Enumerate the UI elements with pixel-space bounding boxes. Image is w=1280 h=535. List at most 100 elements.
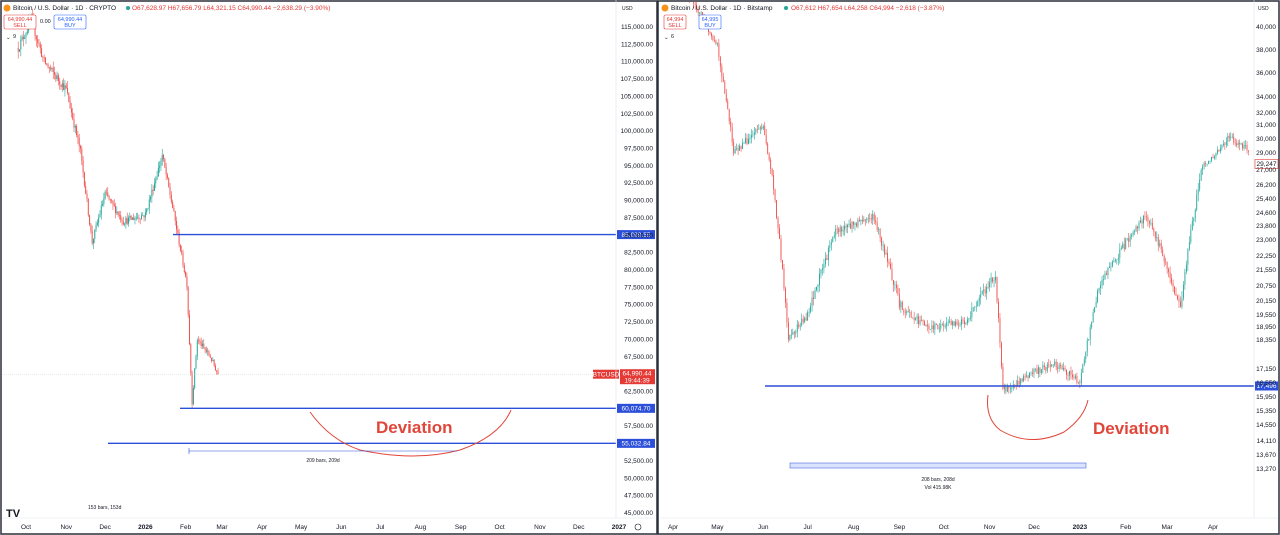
left-y-tick: 80,000.00: [624, 267, 653, 274]
right-indicator-toggle-icon[interactable]: ⌄: [664, 35, 669, 41]
right-candle-body: [1035, 368, 1036, 370]
left-candle-body: [98, 217, 100, 223]
right-candle-body: [1067, 374, 1069, 376]
left-settings-gear-icon[interactable]: [634, 523, 642, 531]
right-candle-body: [927, 324, 928, 326]
right-candle-body: [1168, 268, 1170, 273]
right-candle-body: [770, 159, 772, 169]
right-candle-body: [974, 306, 976, 308]
right-candle-body: [903, 309, 905, 313]
right-candle-body: [1174, 286, 1175, 294]
left-buy-price: 64,990.44: [58, 17, 82, 23]
right-indicator-count[interactable]: 6: [671, 34, 674, 40]
left-candle-body: [128, 217, 130, 224]
right-candle-body: [1094, 307, 1096, 313]
right-candle-body: [922, 320, 924, 322]
left-indicator-count[interactable]: 9: [13, 34, 16, 40]
right-candle-body: [1193, 218, 1195, 222]
left-symbol-title[interactable]: Bitcoin / U.S. Dollar · 1D · CRYPTO: [13, 5, 116, 12]
left-candle-body: [129, 216, 131, 218]
right-candle-body: [932, 325, 934, 330]
right-horizontal-levels[interactable]: 17,496 29,247: [765, 159, 1279, 391]
left-price-axis[interactable]: 115,000.00 112,500.00 110,000.00 107,500.00…: [615, 0, 653, 518]
right-y-tick: 16,550: [1256, 380, 1276, 387]
left-buy-button[interactable]: 64,990.44 BUY: [53, 14, 87, 30]
right-candle-body: [972, 307, 974, 309]
right-candle-body: [1162, 249, 1164, 256]
right-chart-panel[interactable]: 17,496 29,247 40,000 38,000 36,000 34,000 32,…: [657, 0, 1280, 535]
right-y-tick: 17,150: [1256, 366, 1276, 373]
left-candle-body: [125, 218, 127, 224]
right-buy-button[interactable]: 64,995 BUY: [698, 14, 722, 30]
right-price-axis[interactable]: 40,000 38,000 36,000 34,000 32,000 31,000 30,0…: [1253, 0, 1276, 518]
left-candle-body: [186, 276, 188, 287]
right-candle-body: [1141, 220, 1143, 224]
left-candle-body: [153, 183, 155, 191]
right-candle-body: [1125, 239, 1127, 250]
left-sell-button[interactable]: 64,990.44 SELL: [3, 14, 37, 30]
right-candle-body: [697, 10, 699, 14]
right-candle-body: [771, 168, 773, 175]
left-candle-body: [216, 370, 218, 372]
left-candle-body: [91, 230, 93, 244]
left-horizontal-levels[interactable]: 85,099.55 60,074.70 55,032.84 BTCUSD 64,990.…: [2, 230, 655, 448]
right-candle-body: [1246, 145, 1248, 151]
right-candle-body: [894, 284, 896, 286]
right-candle-body: [827, 247, 829, 260]
left-candle-body: [69, 101, 71, 109]
right-candle-body: [934, 323, 936, 330]
left-candle-body: [59, 80, 61, 85]
left-y-tick: 77,500.00: [624, 284, 653, 291]
right-candle-body: [898, 294, 900, 308]
right-candle-body: [1003, 387, 1005, 389]
right-candle-body: [1052, 364, 1054, 366]
left-time-axis[interactable]: Oct Nov Dec 2026 Feb Mar Apr May Jun Jul Aug Sep Oct…: [2, 517, 655, 531]
right-candle-body: [1117, 258, 1119, 260]
right-currency-label[interactable]: USD: [1258, 6, 1269, 12]
left-candle-body: [211, 357, 213, 362]
left-symbol-tag-text: BTCUSD: [593, 372, 620, 379]
left-candle-body: [191, 373, 193, 405]
left-candle-body: [188, 314, 190, 345]
right-candle-body: [1002, 366, 1004, 389]
left-level-price-text: 55,032.84: [622, 441, 651, 448]
left-candle-body: [137, 217, 139, 219]
left-x-tick: Dec: [99, 524, 111, 531]
left-current-price-text: 64,990.44: [623, 371, 652, 378]
right-candle-body: [756, 129, 758, 130]
left-deviation-arc: [309, 409, 512, 457]
left-candle-body: [46, 63, 48, 65]
left-candle-body: [133, 217, 135, 221]
right-candle-body: [1123, 243, 1125, 250]
right-range-measure-box[interactable]: [789, 462, 1087, 469]
left-y-tick: 72,500.00: [624, 319, 653, 326]
right-deviation-label: Deviation: [1093, 419, 1170, 438]
right-x-tick: Aug: [848, 524, 860, 531]
left-candle-body: [52, 67, 54, 72]
left-candle-body: [83, 172, 85, 186]
right-candle-body: [1169, 272, 1171, 279]
right-candle-body: [1014, 384, 1016, 386]
right-sell-button[interactable]: 64,994 SELL: [663, 14, 687, 30]
right-candle-body: [1218, 150, 1220, 152]
right-candle-body: [906, 311, 908, 314]
right-sell-label: SELL: [668, 23, 681, 29]
left-currency-label[interactable]: USD: [622, 6, 633, 12]
left-candle-body: [65, 85, 67, 88]
left-indicator-toggle-icon[interactable]: ⌄: [6, 35, 11, 41]
right-candles: [688, 2, 1249, 395]
left-candle-body: [214, 365, 216, 371]
tradingview-logo-icon[interactable]: TV: [6, 508, 21, 520]
right-symbol-title[interactable]: Bitcoin / U.S. Dollar · 1D · Bitstamp: [671, 5, 773, 12]
left-candle-body: [115, 205, 117, 214]
right-candle-body: [1242, 143, 1244, 149]
right-candle-body: [1227, 135, 1229, 142]
left-candle-body: [131, 217, 133, 220]
right-candle-body: [981, 290, 983, 294]
left-y-tick: 92,500.00: [624, 180, 653, 187]
right-time-axis[interactable]: Apr May Jun Jul Aug Sep Oct Nov Dec 2023 Feb Mar Apr: [660, 517, 1278, 531]
right-x-tick: Dec: [1028, 524, 1040, 531]
left-y-tick: 52,500.00: [624, 458, 653, 465]
